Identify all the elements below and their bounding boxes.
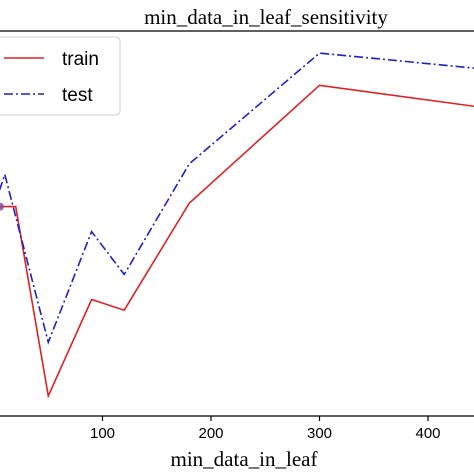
series-line-train (0, 84, 474, 399)
x-ticks: 100 200 300 400 (90, 416, 441, 442)
series-line-test (0, 52, 474, 345)
x-tick-label: 200 (198, 425, 223, 442)
series-layer (0, 52, 474, 399)
x-tick-label: 300 (307, 425, 332, 442)
legend-test-label: test (62, 85, 93, 106)
x-tick-label: 400 (415, 425, 440, 442)
x-tick-label: 100 (90, 425, 115, 442)
legend-box (0, 36, 121, 116)
legend: train test (0, 36, 121, 116)
x-axis-label: min_data_in_leaf (171, 447, 318, 471)
chart-title: min_data_in_leaf_sensitivity (144, 5, 388, 29)
legend-train-label: train (62, 49, 99, 70)
series-point-marker (0, 202, 4, 211)
